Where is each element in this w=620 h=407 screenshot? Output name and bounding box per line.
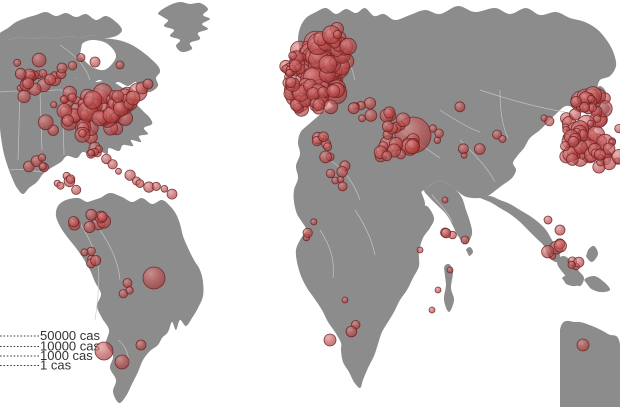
svg-text:1 cas: 1 cas: [40, 358, 72, 373]
